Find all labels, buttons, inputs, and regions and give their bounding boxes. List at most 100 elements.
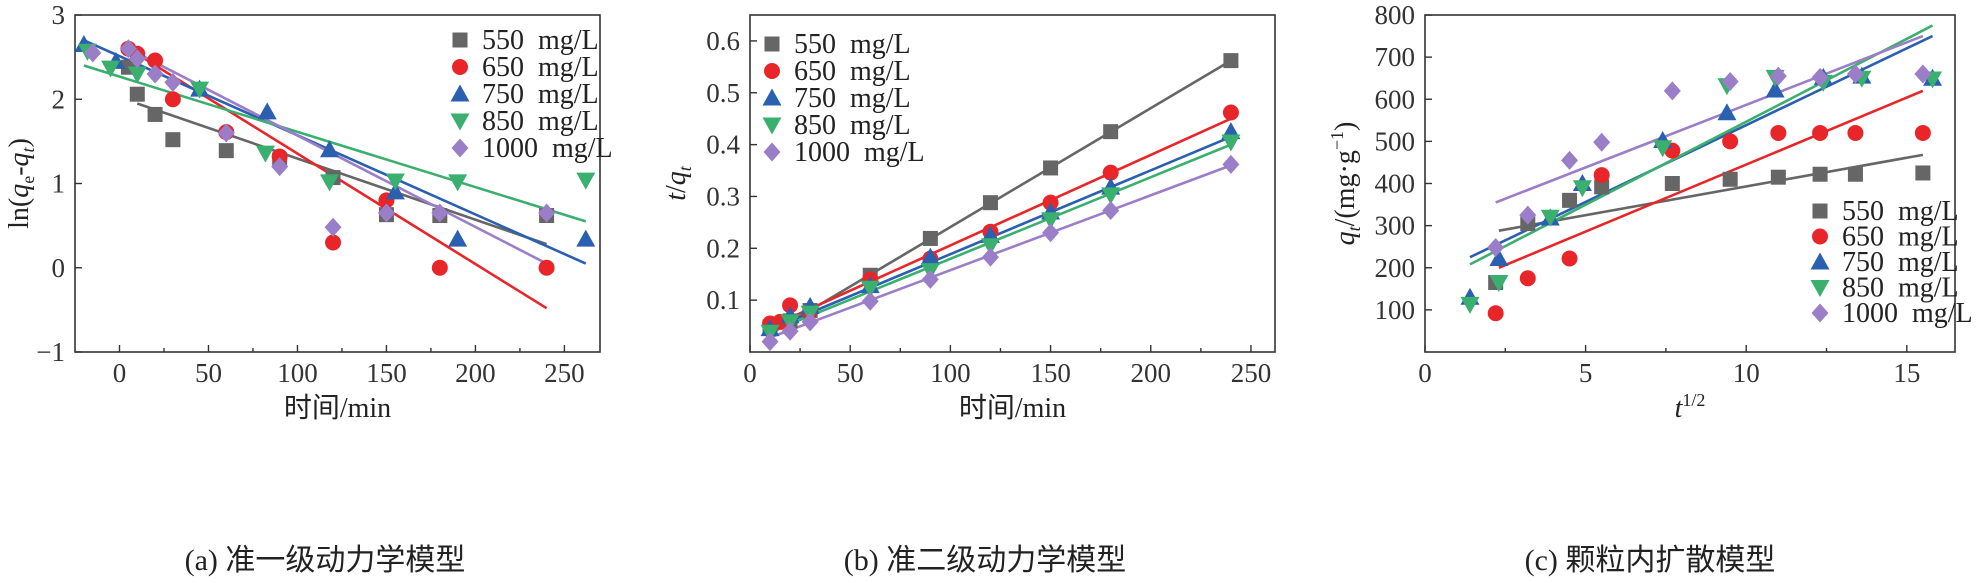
- chart-a-point-650: [164, 91, 181, 108]
- chart-c-point-750: [1489, 248, 1509, 266]
- chart-a-caption: (a) 准一级动力学模型: [184, 544, 466, 577]
- chart-c-x-tick-label: 0: [1418, 358, 1432, 388]
- chart-b-y-tick-label: 0.3: [706, 181, 740, 211]
- chart-a-series-1000: [84, 39, 556, 237]
- chart-b-point-1000: [1042, 223, 1060, 243]
- chart-c-fit-line-650: [1498, 89, 1924, 269]
- chart-a-point-850: [127, 66, 147, 84]
- chart-c-fit-line-1000: [1495, 34, 1924, 204]
- chart-b-point-1000: [1222, 154, 1240, 174]
- chart-b-fit-line-750: [765, 135, 1232, 333]
- chart-b-series-1000: [761, 154, 1240, 352]
- chart-a-point-850: [576, 172, 596, 190]
- chart-a-point-750: [385, 182, 405, 200]
- chart-a-point-1000: [119, 39, 137, 59]
- chart-a-series-750: [74, 34, 596, 247]
- chart-c-legend-marker-550: [1812, 203, 1828, 219]
- chart-c-legend-marker-1000: [1811, 303, 1829, 323]
- chart-a-point-650: [431, 259, 448, 276]
- chart-a-legend-label-650: 650 mg/L: [482, 52, 599, 83]
- chart-c-point-550: [1770, 169, 1786, 185]
- chart-a-point-650: [538, 259, 555, 276]
- chart-b-legend-label-750: 750 mg/L: [794, 83, 911, 114]
- chart-c-point-550: [1722, 171, 1738, 187]
- chart-b-x-tick-label: 250: [1231, 358, 1272, 388]
- chart-panel-a: 0 50 100 150 200 250 −1 0 1 2 3 时间/min ln(qe-qt) 550 …: [0, 0, 650, 583]
- chart-c-point-1000: [1721, 72, 1739, 92]
- chart-b-point-550: [1103, 124, 1119, 140]
- chart-c-y-tick-label: 200: [1375, 253, 1416, 283]
- chart-c-point-650: [1593, 167, 1610, 184]
- chart-a-point-750: [257, 102, 277, 120]
- chart-a-x-tick-label: 150: [366, 358, 407, 388]
- chart-a-y-tick-label: −1: [36, 337, 65, 367]
- chart-a-legend-label-750: 750 mg/L: [482, 79, 599, 110]
- chart-b-y-tick-label: 0.5: [706, 78, 740, 108]
- chart-a-point-750: [319, 140, 339, 158]
- chart-a-point-1000: [431, 203, 449, 223]
- chart-c-point-550: [1562, 192, 1578, 208]
- chart-c-point-550: [1847, 166, 1863, 182]
- chart-a-point-1000: [377, 203, 395, 223]
- chart-b-x-tick-label: 200: [1131, 358, 1172, 388]
- chart-a-point-850: [319, 174, 339, 192]
- chart-a-point-850: [255, 145, 275, 163]
- chart-c-point-850: [1540, 209, 1560, 227]
- chart-c-y-tick-label: 400: [1375, 169, 1416, 199]
- chart-a-point-650: [147, 52, 164, 69]
- chart-a-legend-label-1000: 1000 mg/L: [482, 133, 613, 164]
- chart-b-y-axis-title: t/qt: [661, 165, 695, 201]
- chart-b-point-1000: [861, 291, 879, 311]
- chart-a-y-tick-label: 0: [52, 253, 66, 283]
- chart-a-point-650: [271, 148, 288, 165]
- chart-c-point-1000: [1593, 132, 1611, 152]
- chart-a-svg: 0 50 100 150 200 250 −1 0 1 2 3 时间/min ln(qe-qt) 550 …: [4, 0, 613, 424]
- chart-c-point-550: [1915, 165, 1931, 181]
- chart-a-legend-label-850: 850 mg/L: [482, 106, 599, 137]
- chart-b-point-1000: [801, 312, 819, 332]
- chart-c-point-1000: [1811, 67, 1829, 87]
- chart-a-x-axis-title: 时间/min: [284, 392, 391, 424]
- chart-c-point-1000: [1846, 64, 1864, 84]
- chart-b-x-tick-label: 100: [930, 358, 971, 388]
- chart-b-legend-marker-750: [762, 88, 782, 106]
- chart-b-point-550: [982, 195, 998, 211]
- chart-b-point-650: [1102, 164, 1119, 181]
- chart-b-point-850: [1221, 134, 1241, 152]
- chart-a-legend-marker-850: [450, 113, 470, 131]
- chart-a-point-550: [218, 143, 234, 159]
- chart-c-y-tick-label: 700: [1375, 42, 1416, 72]
- chart-panel-b: 0 50 100 150 200 250 0.1 0.2 0.3 0.4 0.5 0.6 时间/min t…: [655, 0, 1315, 583]
- chart-b-point-650: [782, 297, 799, 314]
- chart-c-caption: (c) 颗粒内扩散模型: [1524, 544, 1776, 577]
- chart-a-point-650: [325, 234, 342, 251]
- chart-b-point-850: [1041, 212, 1061, 230]
- chart-b-fit-line-650: [765, 117, 1232, 330]
- chart-b-point-850: [1101, 187, 1121, 205]
- chart-a-x-tick-label: 0: [113, 358, 127, 388]
- chart-b-legend-label-550: 550 mg/L: [794, 29, 911, 60]
- chart-c-legend-label-1000: 1000 mg/L: [1842, 298, 1973, 329]
- chart-b-point-550: [1043, 160, 1059, 176]
- chart-c-x-tick-label: 10: [1733, 358, 1760, 388]
- chart-a-point-1000: [217, 123, 235, 143]
- chart-b-point-1000: [761, 332, 779, 352]
- chart-a-point-1000: [164, 72, 182, 92]
- chart-a-point-850: [190, 81, 210, 99]
- chart-c-point-650: [1519, 270, 1536, 287]
- chart-a-point-1000: [538, 203, 556, 223]
- chart-c-point-650: [1914, 124, 1931, 141]
- chart-b-legend-marker-550: [764, 36, 780, 52]
- chart-a-point-1000: [324, 217, 342, 237]
- chart-c-x-tick-label: 5: [1579, 358, 1593, 388]
- chart-b-point-850: [860, 280, 880, 298]
- chart-c-y-axis-title: qt/(mg·g−1): [1327, 122, 1364, 246]
- chart-b-legend-label-850: 850 mg/L: [794, 110, 911, 141]
- chart-b-point-650: [1222, 104, 1239, 121]
- chart-a-point-850: [448, 174, 468, 192]
- chart-b-legend-marker-650: [764, 63, 780, 79]
- chart-c-series-650: [1487, 124, 1931, 322]
- chart-c-y-tick-label: 800: [1375, 0, 1416, 30]
- chart-a-point-750: [448, 229, 468, 247]
